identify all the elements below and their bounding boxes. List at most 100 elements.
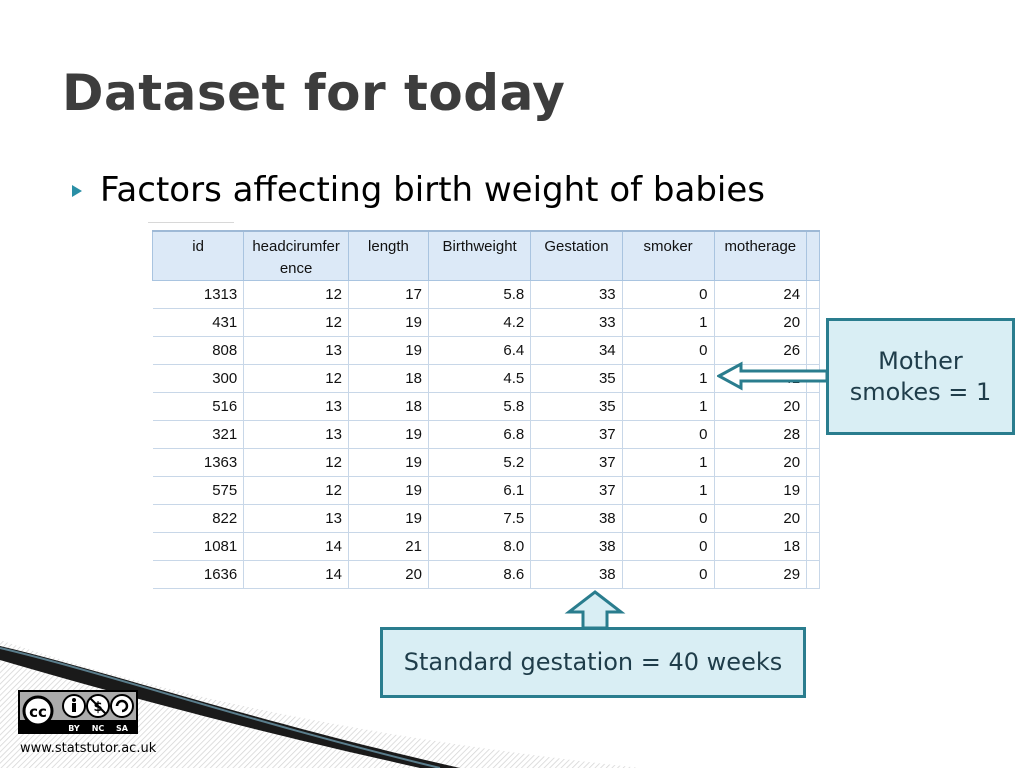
table-cell: 6.4 — [428, 336, 532, 365]
table-cell: 37 — [530, 476, 623, 505]
table-cell: 1081 — [152, 532, 245, 561]
table-cell: 38 — [530, 532, 623, 561]
table-cell: 20 — [348, 560, 429, 589]
callout-mother-line1: Mother — [878, 346, 963, 375]
dataset-table-image: id headcirumfer ence length Birthweight … — [148, 222, 820, 596]
table-cell: 20 — [714, 308, 808, 337]
table-cell: 808 — [152, 336, 245, 365]
footer-website: www.statstutor.ac.uk — [20, 741, 157, 756]
bullet-item: Factors affecting birth weight of babies — [72, 170, 765, 210]
bullet-text: Factors affecting birth weight of babies — [100, 170, 765, 210]
column-header-overflow — [806, 230, 820, 281]
table-cell: 14 — [243, 560, 349, 589]
table-cell: 33 — [530, 308, 623, 337]
table-cell: 7.5 — [428, 504, 532, 533]
callout-standard-gestation: Standard gestation = 40 weeks — [380, 627, 806, 698]
table-cell: 18 — [348, 364, 429, 393]
table-cell: 17 — [348, 280, 429, 309]
table-cell-overflow — [806, 560, 820, 589]
column-header-gestation: Gestation — [530, 230, 623, 281]
table-cell: 1 — [622, 392, 715, 421]
table-cell: 6.1 — [428, 476, 532, 505]
table-body: 1313 12 17 5.8 33 0 24 431 12 19 4.2 33 1 20 808 13 19 6.… — [152, 280, 820, 589]
column-header-birthweight: Birthweight — [427, 230, 532, 281]
table-cell: 19 — [348, 476, 429, 505]
table-cell: 1 — [622, 448, 715, 477]
table-cell: 8.6 — [428, 560, 532, 589]
table-row: 575 12 19 6.1 37 1 19 — [152, 476, 820, 505]
table-cell: 5.8 — [428, 392, 532, 421]
table-cell: 1363 — [152, 448, 245, 477]
column-header-headcircumference: headcirumfer ence — [243, 230, 349, 281]
table-cell-overflow — [806, 308, 820, 337]
table-cell: 19 — [714, 476, 808, 505]
table-cell: 5.2 — [428, 448, 532, 477]
svg-text:$: $ — [93, 700, 102, 715]
table-cell: 0 — [622, 532, 715, 561]
table-cell: 28 — [714, 420, 808, 449]
table-cell: 12 — [243, 280, 349, 309]
table-cell: 13 — [243, 392, 349, 421]
table-cell: 20 — [714, 504, 808, 533]
table-row: 1081 14 21 8.0 38 0 18 — [152, 532, 820, 561]
table-cell: 19 — [348, 308, 429, 337]
table-cell: 1 — [622, 364, 715, 393]
table-cell: 35 — [530, 392, 623, 421]
table-cell-overflow — [806, 448, 820, 477]
cc-nc-text: NC — [92, 724, 105, 733]
table-cell-overflow — [806, 336, 820, 365]
table-cell-overflow — [806, 532, 820, 561]
callout-mother-line2: smokes = 1 — [849, 377, 992, 406]
slide-title: Dataset for today — [62, 64, 566, 122]
table-cell: 38 — [530, 504, 623, 533]
callout-mother-smokes: Mother smokes = 1 — [826, 318, 1015, 435]
table-cell: 431 — [152, 308, 245, 337]
table-cell: 19 — [348, 420, 429, 449]
table-row: 808 13 19 6.4 34 0 26 — [152, 336, 820, 365]
table-cell: 18 — [714, 532, 808, 561]
table-header-row: id headcirumfer ence length Birthweight … — [151, 230, 820, 281]
table-cell: 14 — [243, 532, 349, 561]
table-cell: 37 — [530, 448, 623, 477]
table-cell: 13 — [243, 336, 349, 365]
table-cell: 12 — [243, 308, 349, 337]
table-cell-overflow — [806, 420, 820, 449]
table-cell: 38 — [530, 560, 623, 589]
table-cell: 19 — [348, 504, 429, 533]
table-cell: 20 — [714, 448, 808, 477]
column-header-length: length — [347, 230, 429, 281]
table-cell-overflow — [806, 392, 820, 421]
table-cell: 13 — [243, 420, 349, 449]
table-cell: 1313 — [152, 280, 245, 309]
table-cell: 1 — [622, 308, 715, 337]
table-cell: 321 — [152, 420, 245, 449]
table-cell-overflow — [806, 476, 820, 505]
table-cell: 21 — [348, 532, 429, 561]
dataset-table: id headcirumfer ence length Birthweight … — [151, 230, 820, 589]
table-cell: 0 — [622, 504, 715, 533]
table-cell: 0 — [622, 336, 715, 365]
table-cell-overflow — [806, 504, 820, 533]
table-cell: 19 — [348, 448, 429, 477]
cc-sa-text: SA — [116, 724, 129, 733]
table-cell: 5.8 — [428, 280, 532, 309]
cc-by-text: BY — [68, 724, 80, 733]
table-cell: 0 — [622, 560, 715, 589]
table-cell: 19 — [348, 336, 429, 365]
table-cell: 4.2 — [428, 308, 532, 337]
table-cell: 0 — [622, 280, 715, 309]
decorative-swoosh — [0, 640, 640, 768]
column-header-smoker: smoker — [621, 230, 715, 281]
table-cell: 29 — [714, 560, 808, 589]
bullet-arrow-icon — [72, 185, 82, 197]
table-cell: 18 — [348, 392, 429, 421]
table-cell: 37 — [530, 420, 623, 449]
column-header-id: id — [151, 230, 245, 281]
left-arrow-icon — [717, 361, 829, 391]
table-cell: 822 — [152, 504, 245, 533]
table-cell: 516 — [152, 392, 245, 421]
table-cell: 20 — [714, 392, 808, 421]
table-cell: 24 — [714, 280, 808, 309]
table-cell: 4.5 — [428, 364, 532, 393]
table-row: 1363 12 19 5.2 37 1 20 — [152, 448, 820, 477]
